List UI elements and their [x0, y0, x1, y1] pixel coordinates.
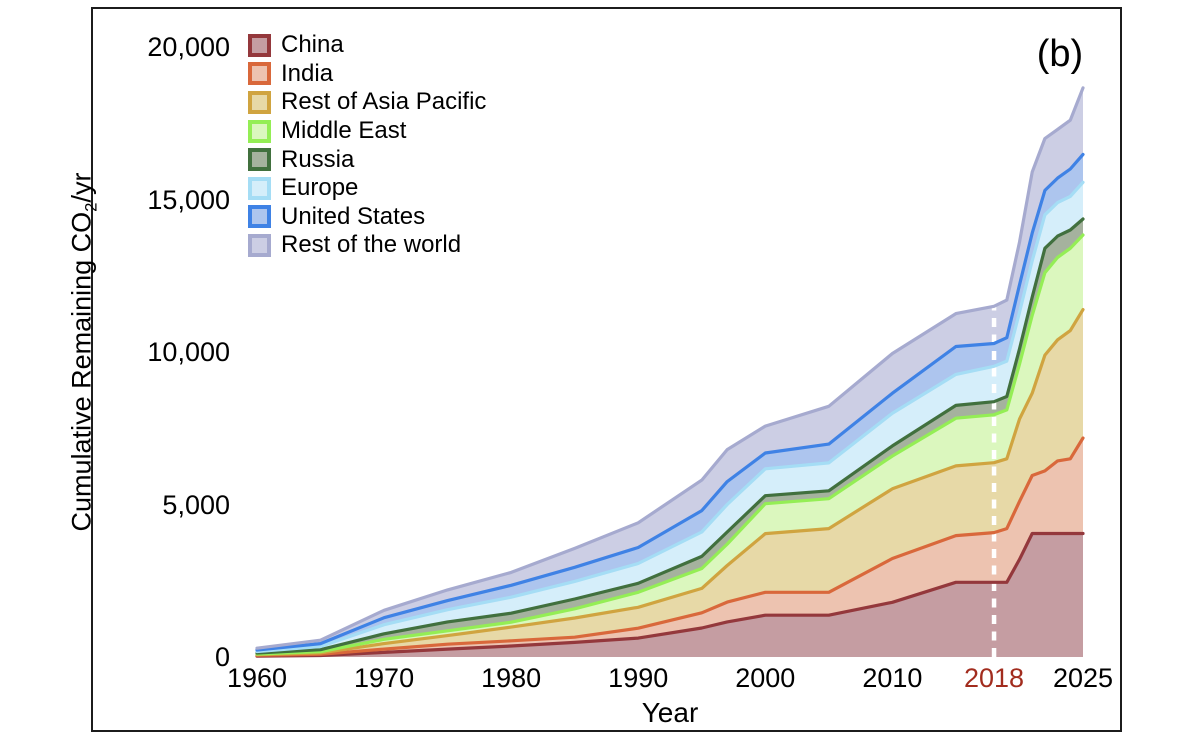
boundary-line-europe	[255, 180, 1085, 654]
legend-label: Rest of Asia Pacific	[281, 88, 487, 116]
x-tick-1960: 1960	[226, 663, 288, 693]
area-band-russia	[257, 219, 1083, 654]
area-band-china	[257, 533, 1083, 657]
y-tick-15000: 15,000	[147, 184, 230, 215]
legend-label: Middle East	[281, 117, 407, 145]
legend-swatch	[248, 176, 271, 200]
legend: China India Rest of Asia Pacific Middle Eas…	[248, 31, 486, 260]
boundary-line-rest-of-the-world	[255, 86, 1085, 650]
legend-item-india: India	[248, 60, 486, 89]
x-tick-1990: 1990	[608, 663, 669, 693]
area-band-middle-east	[257, 235, 1083, 655]
legend-item-rest-of-the-world: Rest of the world	[248, 231, 486, 260]
legend-label: Europe	[281, 174, 359, 202]
legend-swatch	[248, 62, 271, 86]
legend-swatch	[248, 90, 271, 114]
boundary-line-china	[255, 531, 1085, 658]
legend-swatch	[248, 33, 271, 57]
legend-label: Russia	[281, 145, 355, 173]
boundary-line-united-states	[255, 152, 1085, 652]
legend-label: United States	[281, 202, 426, 230]
legend-label: Rest of the world	[281, 231, 462, 259]
y-axis-label-text: Cumulative Remaining CO	[66, 211, 97, 532]
legend-item-rest-of-asia-pacific: Rest of Asia Pacific	[248, 88, 486, 117]
y-tick-10000: 10,000	[147, 337, 230, 367]
boundary-line-india	[255, 436, 1085, 657]
legend-item-united-states: United States	[248, 203, 486, 232]
panel-letter-label: (b)	[1036, 33, 1084, 75]
boundary-line-middle-east	[255, 233, 1085, 656]
x-tick-2000: 2000	[735, 663, 796, 693]
legend-item-china: China	[248, 31, 486, 60]
x-tick-2025: 2025	[1052, 663, 1114, 693]
legend-label: China	[281, 31, 344, 59]
x-tick-1980: 1980	[481, 663, 542, 693]
y-tick-0: 0	[214, 642, 230, 672]
legend-label: India	[281, 59, 334, 87]
area-band-europe	[257, 182, 1083, 654]
y-tick-5000: 5,000	[162, 489, 230, 520]
legend-swatch	[248, 205, 271, 229]
legend-swatch	[248, 119, 271, 143]
x-axis-label: Year	[641, 697, 699, 728]
x-tick-2018: 2018	[963, 663, 1025, 693]
boundary-line-russia	[255, 217, 1085, 655]
y-tick-20000: 20,000	[147, 32, 230, 62]
legend-item-russia: Russia	[248, 145, 486, 174]
legend-item-middle-east: Middle East	[248, 117, 486, 146]
area-band-india	[257, 438, 1083, 657]
x-tick-1970: 1970	[354, 663, 415, 693]
boundary-line-rest-of-asia-pacific	[255, 308, 1085, 657]
legend-swatch	[248, 148, 271, 172]
legend-swatch	[248, 233, 271, 257]
x-tick-2010: 2010	[862, 663, 923, 693]
area-band-rest-of-asia-pacific	[257, 309, 1083, 656]
area-band-rest-of-the-world	[257, 87, 1083, 650]
plot-frame	[91, 7, 1122, 732]
legend-item-europe: Europe	[248, 174, 486, 203]
